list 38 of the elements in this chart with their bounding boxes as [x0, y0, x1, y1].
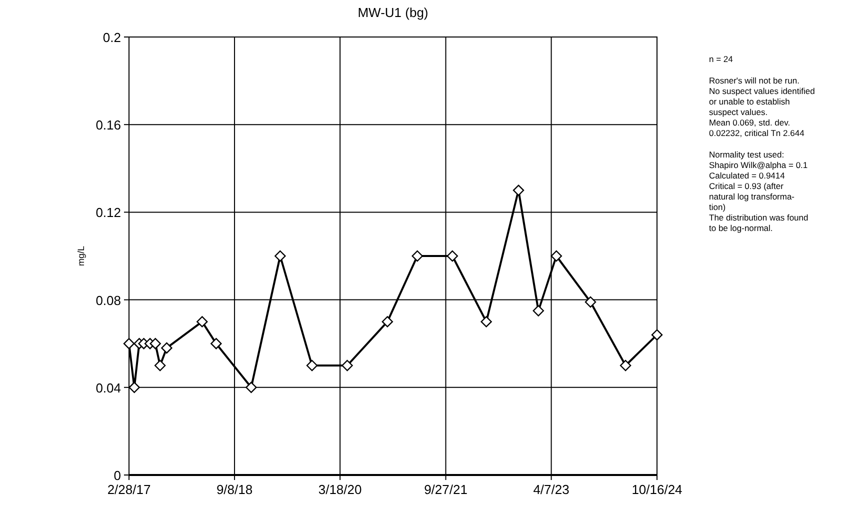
point: [550, 250, 562, 262]
y-tick-label: 0.04: [96, 380, 121, 396]
point: [620, 360, 632, 372]
point: [512, 184, 524, 196]
text: Rosner's will not be run. No suspect values identified or unable to establish suspect values. Mean 0.069, std. dev. 0.02232, critical Tn 2.644: [709, 76, 816, 138]
point: [342, 360, 353, 372]
point: [128, 382, 140, 393]
point: [123, 338, 135, 350]
point: [274, 250, 286, 262]
point: [651, 329, 663, 340]
x-tick-label: 9/27/21: [424, 482, 468, 497]
point: [382, 316, 394, 328]
chart-title: MW-U1 (bg): [358, 5, 428, 20]
y-tick-label: 0: [114, 468, 121, 483]
point: [196, 316, 208, 328]
y-axis-title: mg/L: [76, 246, 86, 266]
x-tick-label: 10/16/24: [632, 482, 682, 497]
point: [532, 305, 544, 316]
point: [154, 360, 166, 372]
y-tick-label: 0.2: [102, 30, 121, 45]
y-tick-label: 0.16: [96, 118, 121, 133]
point: [161, 342, 172, 354]
text: n = 24: [709, 54, 734, 64]
x-tick-label: 3/18/20: [318, 482, 362, 497]
point: [150, 338, 161, 350]
text: Normality test used: Shapiro Wilk@alpha = 0.1 Calculated = 0.9414 Critical = 0.93 (after natural log transforma- tion) The distribution was found to be log-normal.: [709, 150, 808, 233]
y-tick-label: 0.08: [96, 292, 121, 308]
x-tick-label: 9/8/18: [216, 482, 253, 497]
point: [584, 296, 596, 308]
point: [210, 338, 222, 350]
x-tick-label: 4/7/23: [533, 482, 570, 497]
x-tick-label: 2/28/17: [107, 482, 151, 497]
point: [446, 250, 458, 262]
y-tick-label: 0.12: [96, 205, 121, 220]
point: [412, 250, 423, 262]
point: [480, 316, 492, 328]
point: [306, 360, 318, 372]
point: [246, 382, 257, 393]
